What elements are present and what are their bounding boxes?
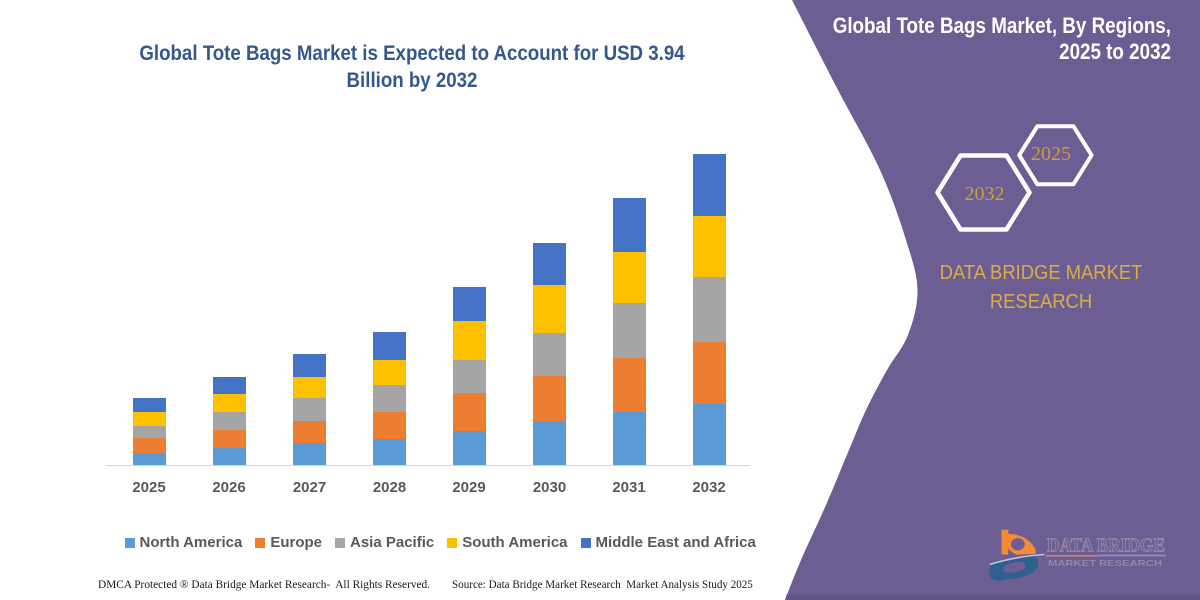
svg-text:DATA BRIDGE: DATA BRIDGE	[1047, 535, 1165, 557]
svg-text:MARKET RESEARCH: MARKET RESEARCH	[1048, 558, 1162, 568]
